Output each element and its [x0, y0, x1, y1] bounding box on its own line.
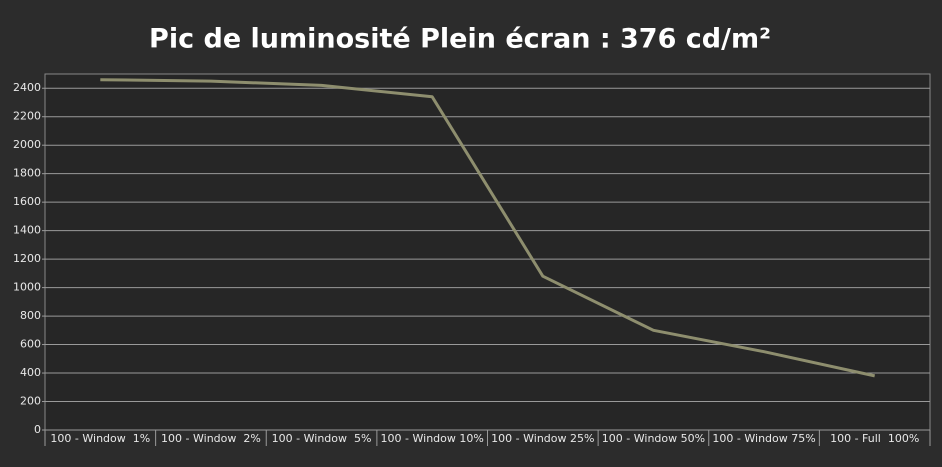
y-tick-label: 0	[34, 423, 41, 436]
x-tick-label: 100 - Full 100%	[830, 432, 919, 445]
y-tick-label: 1600	[13, 195, 41, 208]
line-series	[100, 78, 876, 378]
x-tick-label: 100 - Window 75%	[712, 432, 815, 445]
x-tick-label: 100 - Window 50%	[602, 432, 705, 445]
x-tick-label: 100 - Window 1%	[50, 432, 150, 445]
y-tick-label: 1400	[13, 224, 41, 237]
chart-title: Pic de luminosité Plein écran : 376 cd/m…	[149, 24, 771, 55]
y-tick-label: 1000	[13, 281, 41, 294]
y-tick-label: 2200	[13, 110, 41, 123]
y-tick-label: 400	[20, 366, 41, 379]
y-tick-label: 2400	[13, 81, 41, 94]
plot-area	[44, 73, 931, 431]
x-tick-label: 100 - Window 2%	[161, 432, 261, 445]
y-tick-label: 200	[20, 395, 41, 408]
y-tick-label: 800	[20, 309, 41, 322]
x-tick-label: 100 - Window 5%	[272, 432, 372, 445]
y-tick-label: 1800	[13, 167, 41, 180]
y-tick-label: 600	[20, 338, 41, 351]
x-tick-label: 100 - Window 25%	[491, 432, 594, 445]
y-tick-label: 2000	[13, 138, 41, 151]
y-tick-label: 1200	[13, 252, 41, 265]
x-tick-label: 100 - Window 10%	[381, 432, 484, 445]
